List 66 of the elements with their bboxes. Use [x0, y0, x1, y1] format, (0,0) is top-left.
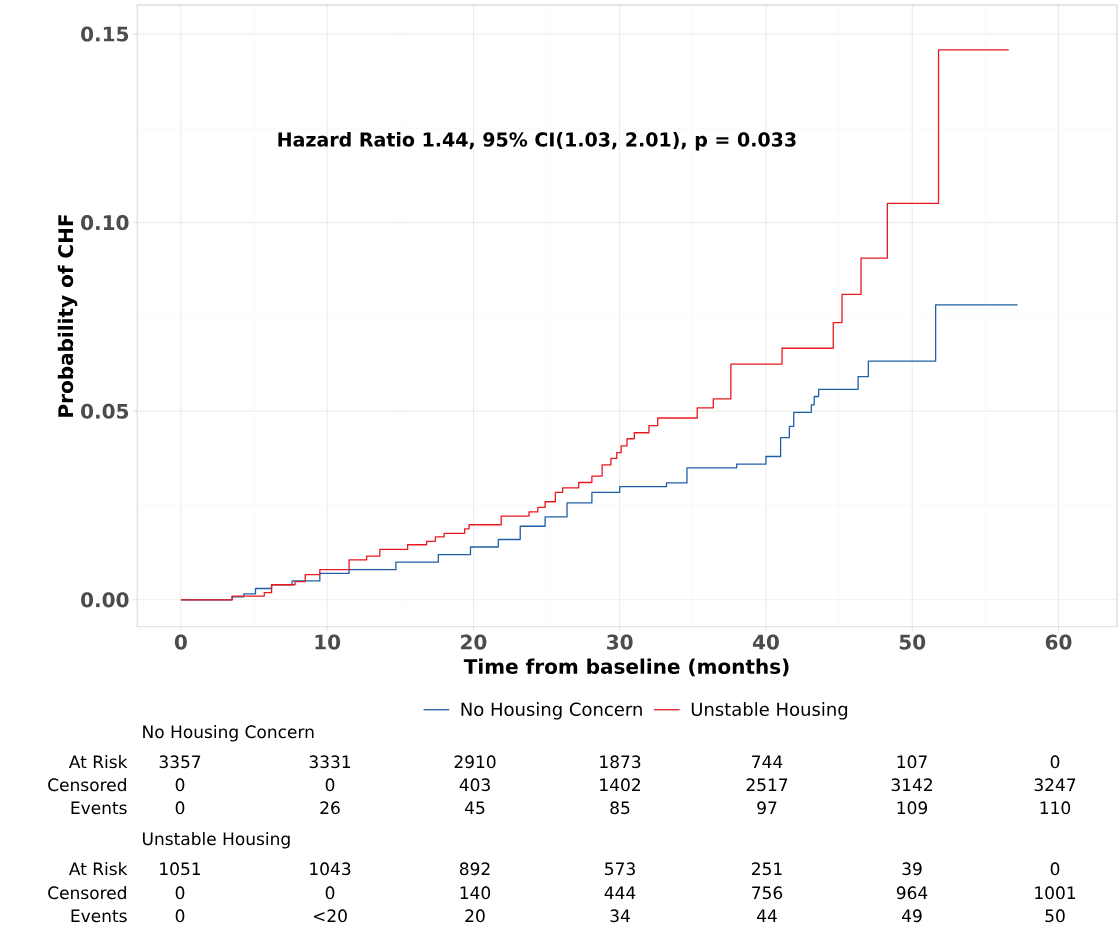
- annotation: Hazard Ratio 1.44, 95% CI(1.03, 2.01), p = 0.033: [278, 132, 796, 151]
- text: 1001: [1035, 886, 1076, 900]
- text: 34: [610, 909, 630, 923]
- text: <20: [313, 909, 347, 923]
- text: Events: [71, 909, 127, 923]
- text: 0: [175, 909, 185, 923]
- x-tick-label: 10: [315, 634, 341, 650]
- text: Unstable Housing: [143, 832, 290, 849]
- text: 2517: [746, 778, 788, 792]
- text: 756: [752, 886, 783, 900]
- text: 50: [1045, 909, 1065, 923]
- x-tick-label: 0: [174, 634, 187, 650]
- text: 573: [605, 862, 635, 876]
- x-tick-label: 50: [899, 634, 926, 650]
- y-tick-label: 0.15: [81, 26, 129, 42]
- text: 110: [1040, 801, 1071, 815]
- text: 0: [1050, 755, 1060, 769]
- text: 1873: [600, 755, 641, 769]
- x-tick-label: 60: [1045, 634, 1072, 650]
- text: 0: [175, 778, 185, 792]
- text: 1051: [160, 862, 201, 876]
- text: 39: [902, 862, 922, 876]
- text: 44: [757, 909, 777, 922]
- legend-label: Unstable Housing: [691, 702, 848, 720]
- text: 0: [1050, 862, 1060, 876]
- text: 892: [459, 862, 490, 876]
- text: 1043: [310, 862, 351, 876]
- text: 2910: [454, 755, 496, 769]
- text: 49: [902, 909, 922, 923]
- y-tick-label: 0.10: [81, 215, 129, 231]
- text: Censored: [48, 886, 126, 900]
- x-axis-title: Time from baseline (months): [463, 658, 789, 677]
- text: 964: [896, 886, 928, 900]
- text: 0: [325, 778, 335, 792]
- text: Events: [71, 801, 127, 815]
- text: No Housing Concern: [143, 725, 314, 742]
- text: 444: [604, 886, 636, 899]
- y-axis-title: Probability of CHF: [57, 215, 78, 417]
- y-tick-label: 0.00: [81, 592, 129, 608]
- text: At Risk: [68, 862, 128, 876]
- text: 3357: [159, 755, 201, 769]
- text: 3142: [891, 778, 932, 792]
- text: 140: [460, 886, 491, 900]
- text: 97: [757, 801, 777, 815]
- text: 3247: [1034, 778, 1076, 792]
- text: 0: [175, 886, 185, 900]
- text: 744: [752, 755, 783, 768]
- x-tick-label: 30: [607, 634, 633, 650]
- y-tick-label: 0.05: [81, 403, 129, 419]
- text: 0: [175, 801, 185, 815]
- text: 403: [459, 778, 490, 792]
- text: Censored: [48, 778, 126, 792]
- text: 251: [752, 862, 782, 876]
- x-tick-label: 40: [752, 634, 779, 650]
- text: 20: [465, 909, 485, 923]
- legend-label: No Housing Concern: [461, 702, 642, 720]
- text: 0: [325, 886, 335, 900]
- text: 107: [897, 755, 927, 769]
- text: 85: [610, 801, 630, 815]
- text: 45: [465, 801, 485, 815]
- text: 1402: [600, 778, 640, 792]
- text: 26: [320, 801, 340, 815]
- text: 109: [897, 801, 928, 815]
- text: 3331: [309, 755, 351, 769]
- text: At Risk: [68, 755, 128, 769]
- x-tick-label: 20: [461, 634, 487, 650]
